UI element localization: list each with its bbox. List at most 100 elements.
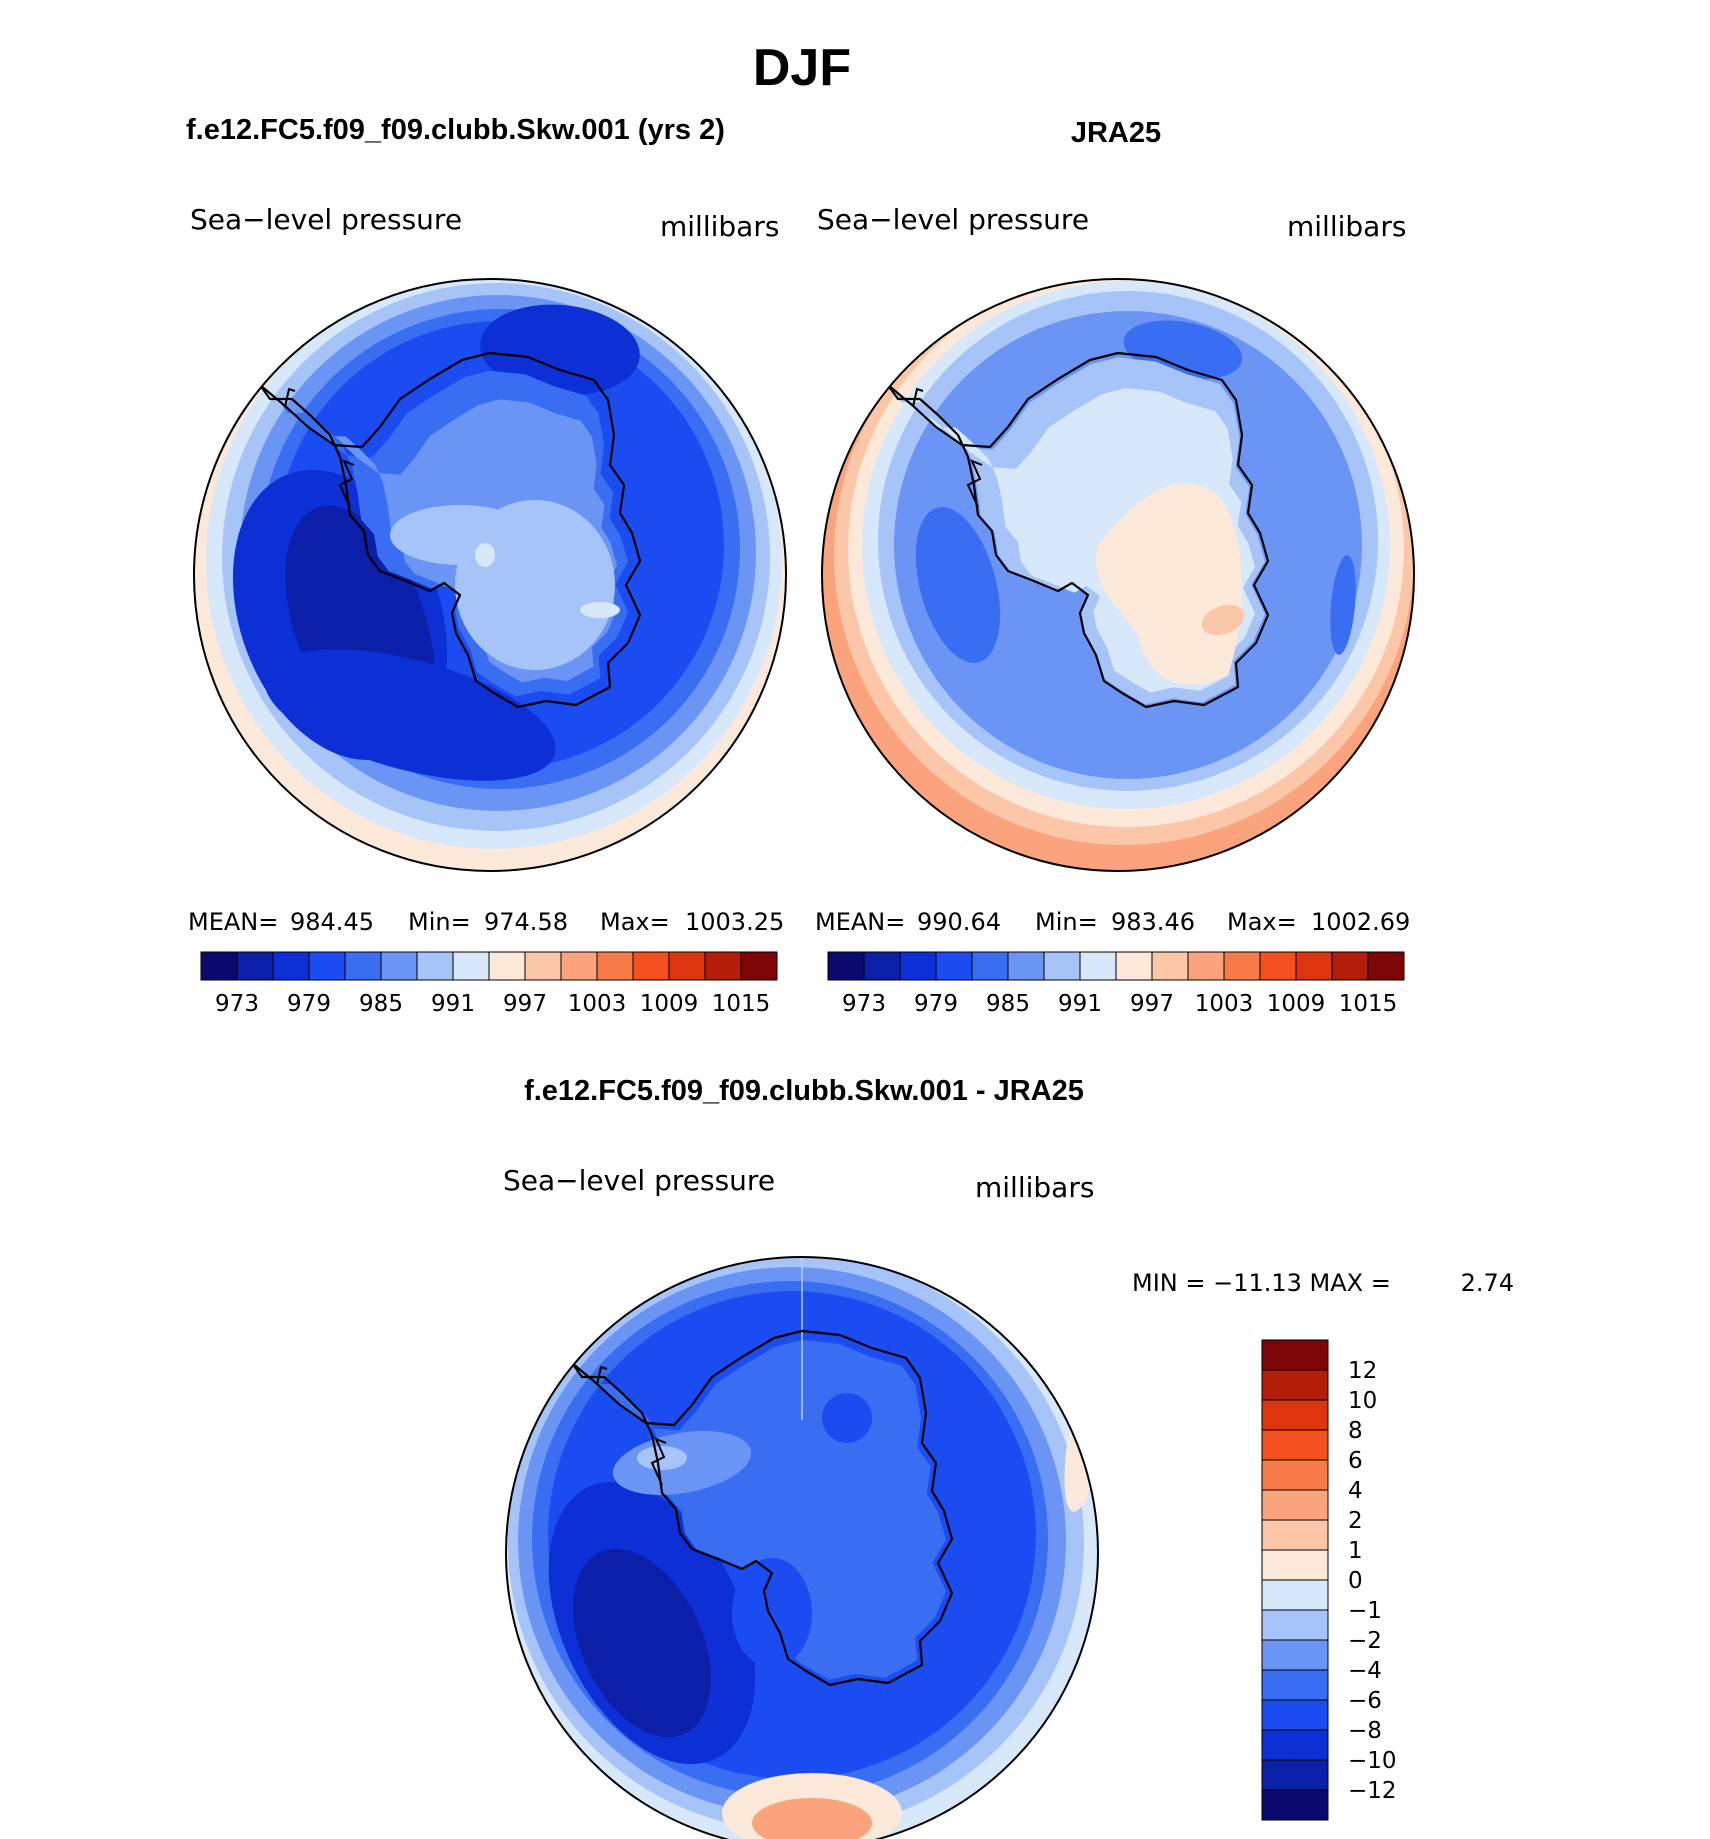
colorbar-tick-label: 12 — [1348, 1358, 1377, 1384]
colorbar-swatch — [1261, 1759, 1329, 1791]
colorbar-tick-label: 985 — [986, 991, 1030, 1017]
panel-model-colorbar: 973 979 985 991 997 1003 1009 1015 — [200, 951, 778, 1017]
colorbar-tick-label: 0 — [1348, 1568, 1363, 1594]
colorbar-tick-label: 1015 — [1339, 991, 1398, 1017]
colorbar-tick-label: −2 — [1348, 1628, 1382, 1654]
positive-west — [506, 1383, 529, 1443]
colorbar-swatch — [1151, 951, 1189, 981]
colorbar-tick-label: 8 — [1348, 1418, 1363, 1444]
colorbar-tick-label: 10 — [1348, 1388, 1377, 1414]
panel-model-mean: 984.45 — [290, 908, 374, 936]
colorbar-swatch — [1115, 951, 1153, 981]
panel-diff-units: millibars — [975, 1171, 1094, 1204]
colorbar-swatch — [935, 951, 973, 981]
colorbar-swatch — [704, 951, 742, 981]
panel-diff-max-value: 2.74 — [1461, 1269, 1514, 1297]
panel-obs-field-label: Sea−level pressure — [817, 203, 1089, 236]
negative-core-west — [573, 1548, 711, 1738]
colorbar-tick-label: 1 — [1348, 1538, 1363, 1564]
panel-obs-units: millibars — [1287, 210, 1406, 243]
colorbar-swatch — [1261, 1639, 1329, 1671]
panel-obs-mean-label: MEAN= — [815, 908, 905, 936]
colorbar-swatch — [1043, 951, 1081, 981]
panel-model-map — [194, 279, 786, 871]
panel-model-min: 974.58 — [484, 908, 568, 936]
interior-negative — [732, 1558, 812, 1668]
colorbar-tick-label: 4 — [1348, 1478, 1363, 1504]
colorbar-tick-label: 979 — [914, 991, 958, 1017]
colorbar-swatch — [971, 951, 1009, 981]
colorbar-swatch — [1223, 951, 1261, 981]
colorbar-swatch — [1261, 1429, 1329, 1461]
colorbar-swatch — [1261, 1609, 1329, 1641]
colorbar-swatch — [1187, 951, 1225, 981]
colorbar-swatch — [1261, 1519, 1329, 1551]
peninsula-islands — [338, 459, 355, 508]
peninsula-islands — [966, 459, 983, 508]
colorbar-swatch — [596, 951, 634, 981]
panel-model-field-label: Sea−level pressure — [190, 203, 462, 236]
panel-model: f.e12.FC5.f09_f09.clubb.Skw.001 (yrs 2) … — [186, 114, 787, 1017]
panel-diff: f.e12.FC5.f09_f09.clubb.Skw.001 - JRA25 … — [503, 1075, 1514, 1839]
panel-obs-max: 1002.69 — [1311, 908, 1410, 936]
colorbar-swatch — [560, 951, 598, 981]
colorbar-tick-label: 997 — [503, 991, 547, 1017]
panel-obs-header: JRA25 — [1071, 117, 1161, 149]
colorbar-swatch — [1261, 1489, 1329, 1521]
colorbar-tick-label: 6 — [1348, 1448, 1363, 1474]
panel-obs-colorbar: 973 979 985 991 997 1003 1009 1015 — [827, 951, 1405, 1017]
peninsula-islands — [650, 1437, 667, 1486]
colorbar-swatch — [524, 951, 562, 981]
plateau-high — [1096, 483, 1242, 685]
colorbar-swatch — [668, 951, 706, 981]
panel-diff-field-label: Sea−level pressure — [503, 1164, 775, 1197]
colorbar-swatch — [1261, 1399, 1329, 1431]
colorbar-swatch — [1007, 951, 1045, 981]
colorbar-tick-label: −8 — [1348, 1718, 1382, 1744]
colorbar-tick-label: −10 — [1348, 1748, 1397, 1774]
panel-obs-map — [822, 279, 1414, 871]
low-north — [480, 304, 640, 396]
panel-obs-mean: 990.64 — [917, 908, 1001, 936]
panel-diff-map — [506, 1257, 1098, 1839]
figure-title: DJF — [753, 39, 851, 97]
panel-model-max-label: Max= — [600, 908, 670, 936]
colorbar-swatch — [1261, 1579, 1329, 1611]
panel-obs-coastline — [886, 351, 1270, 709]
panel-diff-map-outline — [505, 1256, 1099, 1839]
plateau-peak-west — [475, 543, 495, 567]
colorbar-tick-label: 991 — [1058, 991, 1102, 1017]
panel-diff-coastline — [570, 1329, 954, 1687]
colorbar-swatch — [416, 951, 454, 981]
plateau-peak — [1201, 604, 1245, 636]
colorbar-swatch — [827, 951, 865, 981]
colorbar-swatch — [308, 951, 346, 981]
panel-model-coastline — [258, 351, 642, 709]
colorbar-swatch — [1261, 1339, 1329, 1371]
plateau-peak-east — [580, 602, 620, 618]
colorbar-tick-label: −12 — [1348, 1778, 1397, 1804]
colorbar-tick-label: 973 — [215, 991, 259, 1017]
panel-obs-min-label: Min= — [1035, 908, 1098, 936]
colorbar-swatch — [236, 951, 274, 981]
panel-diff-header: f.e12.FC5.f09_f09.clubb.Skw.001 - JRA25 — [524, 1075, 1084, 1107]
colorbar-swatch — [452, 951, 490, 981]
shetland-islands — [912, 387, 924, 408]
colorbar-swatch — [1261, 1669, 1329, 1701]
panel-model-max: 1003.25 — [685, 908, 784, 936]
low-band-south — [264, 649, 556, 781]
colorbar-tick-label: 1015 — [712, 991, 771, 1017]
colorbar-swatch — [488, 951, 526, 981]
colorbar-swatch — [1261, 1699, 1329, 1731]
colorbar-swatch — [863, 951, 901, 981]
panel-obs-max-label: Max= — [1227, 908, 1297, 936]
colorbar-tick-label: 1003 — [1195, 991, 1254, 1017]
colorbar-swatch — [632, 951, 670, 981]
colorbar-tick-label: 1009 — [640, 991, 699, 1017]
colorbar-swatch — [344, 951, 382, 981]
colorbar-tick-label: 1009 — [1267, 991, 1326, 1017]
colorbar-swatch — [899, 951, 937, 981]
colorbar-swatch — [1261, 1729, 1329, 1761]
